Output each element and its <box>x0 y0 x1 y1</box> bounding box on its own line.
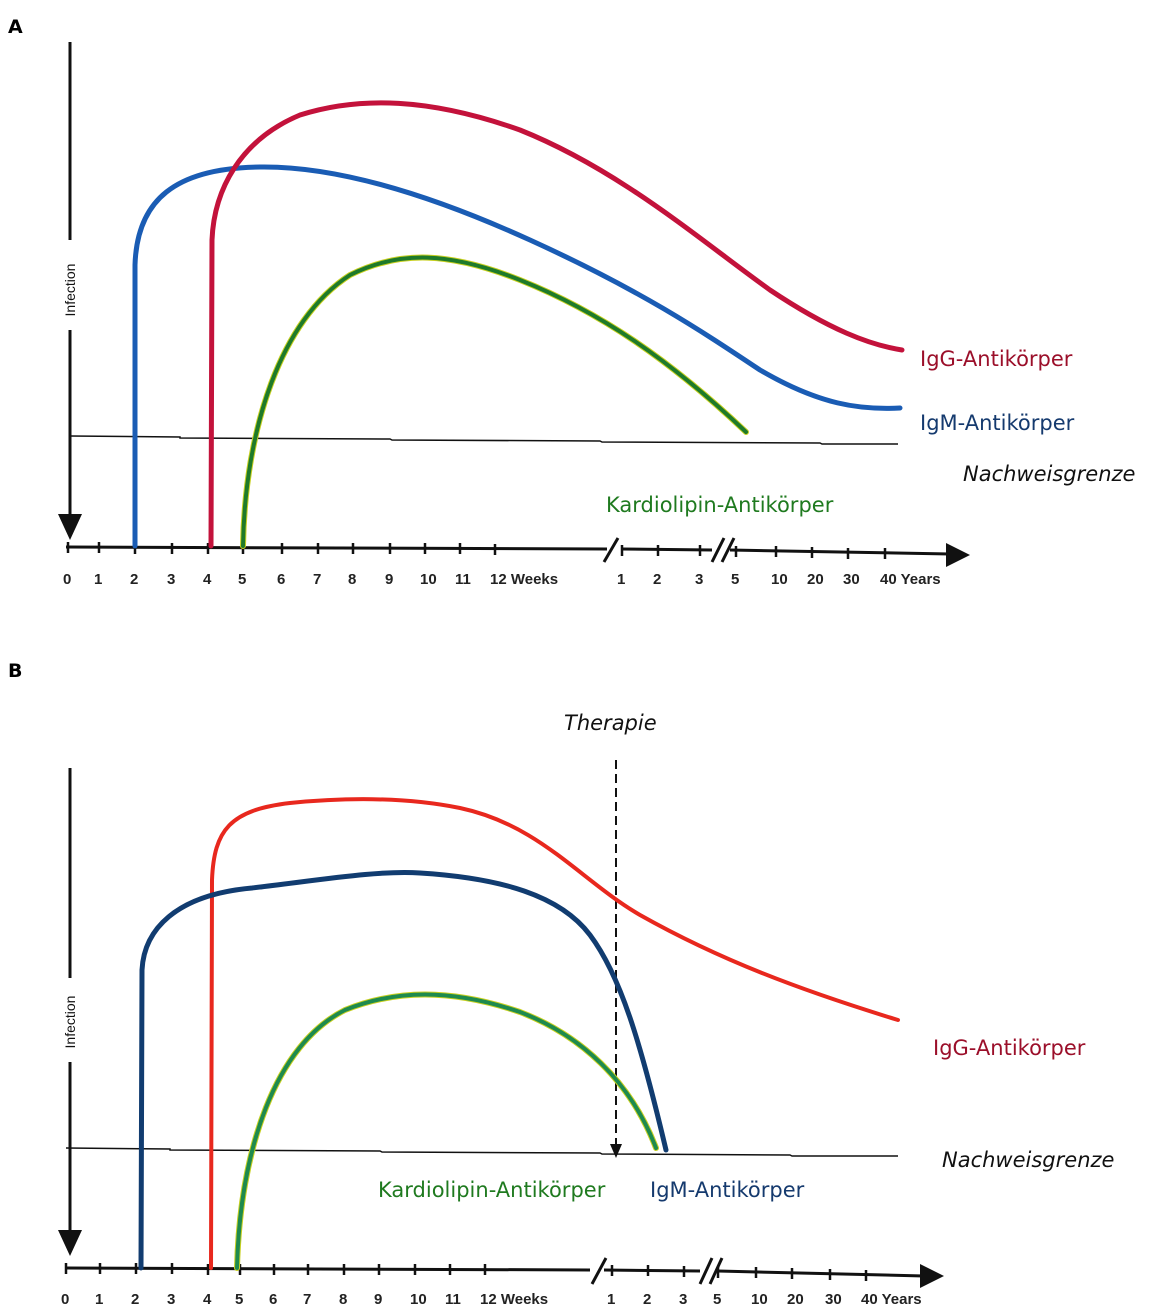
panel-a-ticks <box>66 542 887 559</box>
panel-a-detection-limit-line <box>69 435 898 445</box>
panel-b-kardiolipin-curve <box>235 992 658 1270</box>
panel-a-tick-label: 20 <box>807 571 824 588</box>
panel-a: A Infection 0 1 2 3 4 5 6 7 8 9 10 11 12 Weeks 1 2 3 5 10… <box>8 16 1135 588</box>
panel-b-right-arrowhead <box>920 1264 944 1288</box>
panel-b-tick-label: 1 <box>607 1291 615 1308</box>
panel-b-tick-label: 30 <box>825 1291 842 1308</box>
panel-a-kardiolipin-curve <box>241 255 748 548</box>
panel-a-limit-label: Nachweisgrenze <box>963 462 1135 486</box>
panel-a-tick-label: 11 <box>455 571 471 588</box>
panel-a-tick-label: 0 <box>63 571 71 588</box>
panel-a-tick-label: 3 <box>695 571 703 588</box>
panel-b-kardiolipin-label: Kardiolipin-Antikörper <box>378 1178 606 1202</box>
panel-a-right-arrowhead <box>946 543 970 567</box>
panel-a-tick-label: 5 <box>238 571 246 588</box>
panel-b-tick-label: 20 <box>787 1291 804 1308</box>
panel-b-tick-label: 12 Weeks <box>480 1291 548 1308</box>
panel-b-x-axis: 0 1 2 3 4 5 6 7 8 9 10 11 12 Weeks 1 2 3 5 10 20 30 40 Years <box>61 1257 944 1308</box>
panel-b: B Therapie Infection 0 1 2 3 4 5 6 7 8 9 10 11 12 We… <box>8 660 1114 1308</box>
panel-a-igg-label: IgG-Antikörper <box>920 347 1073 371</box>
panel-b-tick-label: 0 <box>61 1291 69 1308</box>
panel-b-tick-label: 3 <box>167 1291 175 1308</box>
panel-a-igg-curve <box>208 100 905 549</box>
panel-a-tick-label: 2 <box>130 571 138 588</box>
panel-a-infection-axis: Infection <box>58 42 82 540</box>
panel-b-tick-label: 11 <box>445 1291 461 1308</box>
panel-a-tick-label: 30 <box>843 571 860 588</box>
panel-a-x-axis: 0 1 2 3 4 5 6 7 8 9 10 11 12 Weeks 1 2 3 5 10 20 30 40 Years <box>63 537 970 588</box>
panel-a-tick-label: 7 <box>313 571 321 588</box>
panel-a-tick-label: 5 <box>731 571 739 588</box>
panel-a-tick-label: 10 <box>420 571 437 588</box>
panel-b-tick-label: 4 <box>203 1291 212 1308</box>
panel-b-tick-label: 7 <box>303 1291 311 1308</box>
panel-a-igm-label: IgM-Antikörper <box>920 411 1075 435</box>
panel-b-axis-break-1 <box>590 1257 608 1285</box>
panel-b-tick-label: 40 Years <box>861 1291 922 1308</box>
panel-b-tick-label: 3 <box>679 1291 687 1308</box>
panel-b-y-axis-label: Infection <box>62 996 78 1049</box>
panel-a-kardiolipin-label: Kardiolipin-Antikörper <box>606 493 834 517</box>
panel-a-axis-break-2 <box>710 537 726 563</box>
panel-a-tick-label: 3 <box>167 571 175 588</box>
panel-b-tick-labels: 0 1 2 3 4 5 6 7 8 9 10 11 12 Weeks 1 2 3 5 10 20 30 40 Years <box>61 1291 922 1308</box>
panel-b-tick-label: 1 <box>95 1291 103 1308</box>
panel-b-tick-label: 2 <box>131 1291 139 1308</box>
panel-b-therapy-label: Therapie <box>564 711 657 735</box>
panel-b-tick-label: 8 <box>339 1291 347 1308</box>
panel-a-tick-label: 6 <box>277 571 285 588</box>
panel-b-tick-label: 5 <box>235 1291 243 1308</box>
panel-a-down-arrowhead <box>58 514 82 540</box>
panel-a-tick-label: 2 <box>653 571 661 588</box>
panel-b-axis-break-2 <box>698 1257 714 1285</box>
panel-a-letter: A <box>8 16 23 38</box>
panel-b-tick-label: 10 <box>410 1291 427 1308</box>
panel-b-limit-label: Nachweisgrenze <box>942 1148 1114 1172</box>
panel-b-igm-curve <box>138 869 669 1271</box>
panel-b-detection-limit-line <box>65 1147 898 1157</box>
panel-a-tick-label: 8 <box>348 571 356 588</box>
panel-b-tick-label: 6 <box>269 1291 277 1308</box>
panel-b-igg-curve <box>209 797 900 1270</box>
panel-a-tick-label: 4 <box>203 571 212 588</box>
panel-a-tick-label: 9 <box>385 571 393 588</box>
panel-b-kardiolipin-curve-edge <box>234 991 659 1271</box>
panel-a-tick-label: 1 <box>617 571 625 588</box>
panel-a-tick-label: 10 <box>771 571 788 588</box>
panel-b-infection-axis: Infection <box>58 768 82 1256</box>
panel-a-tick-label: 12 Weeks <box>490 571 558 588</box>
panel-a-tick-label: 1 <box>94 571 102 588</box>
panel-b-down-arrowhead <box>58 1230 82 1256</box>
panel-a-axis-break-1 <box>602 537 620 563</box>
panel-a-tick-labels: 0 1 2 3 4 5 6 7 8 9 10 11 12 Weeks 1 2 3 5 10 20 30 40 Years <box>63 571 941 588</box>
panel-b-igm-label: IgM-Antikörper <box>650 1178 805 1202</box>
panel-b-tick-label: 10 <box>751 1291 768 1308</box>
panel-b-therapy-arrowhead <box>610 1144 622 1158</box>
panel-a-igm-curve <box>132 164 903 549</box>
panel-b-tick-label: 9 <box>374 1291 382 1308</box>
panel-b-letter: B <box>8 660 22 682</box>
panel-b-tick-label: 5 <box>713 1291 721 1308</box>
panel-b-igg-label: IgG-Antikörper <box>933 1036 1086 1060</box>
panel-a-tick-label: 40 Years <box>880 571 941 588</box>
panel-a-y-axis-label: Infection <box>62 264 78 317</box>
panel-b-tick-label: 2 <box>643 1291 651 1308</box>
panel-b-axis-break-3 <box>708 1257 724 1285</box>
panel-a-axis-break-3 <box>720 537 736 563</box>
